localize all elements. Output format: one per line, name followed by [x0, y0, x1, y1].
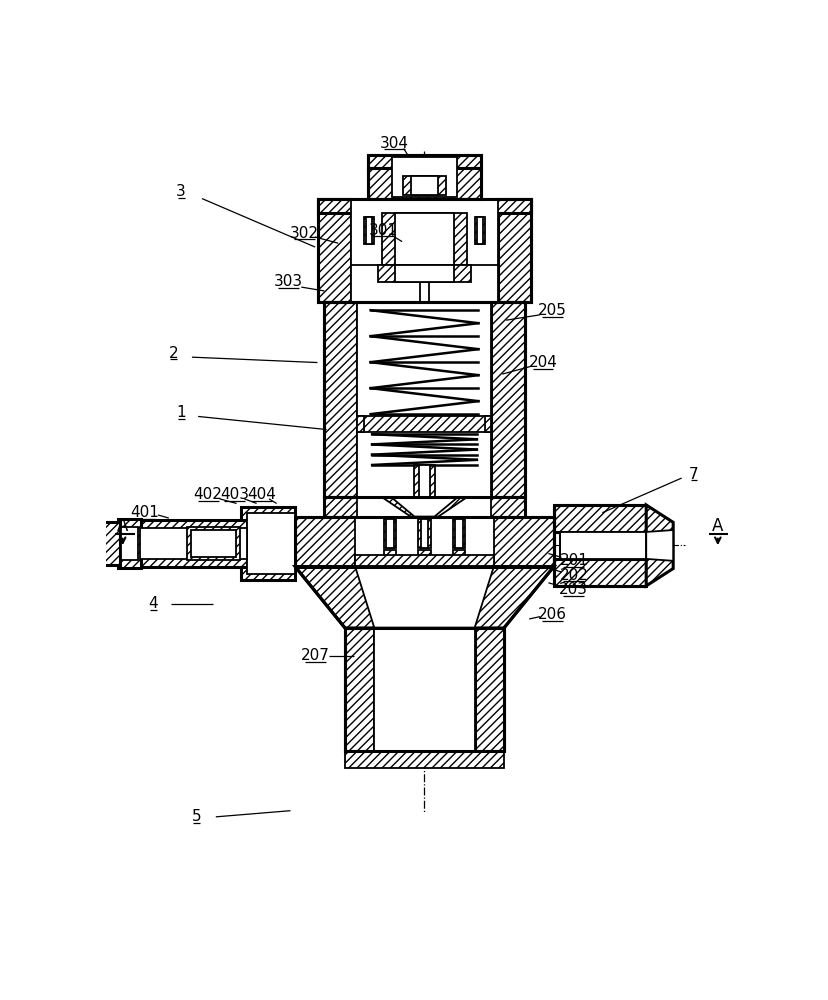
Bar [350, 265, 498, 302]
Bar [452, 550, 465, 559]
Bar [191, 530, 235, 557]
Text: 203: 203 [559, 582, 588, 597]
Polygon shape [646, 505, 672, 586]
Text: 302: 302 [290, 226, 319, 241]
Bar [410, 176, 438, 195]
Bar [324, 302, 524, 497]
Circle shape [384, 554, 395, 564]
Bar [241, 507, 295, 580]
Text: 205: 205 [537, 303, 566, 318]
Bar [354, 555, 493, 567]
Bar [344, 628, 503, 751]
Text: 2: 2 [168, 346, 178, 361]
Bar [386, 519, 393, 548]
Bar [484, 416, 491, 432]
Text: 303: 303 [273, 274, 302, 289]
Bar [452, 519, 465, 548]
Bar [382, 213, 466, 265]
Text: 304: 304 [379, 136, 408, 151]
Bar [395, 265, 453, 282]
Bar [357, 416, 491, 432]
Text: 1: 1 [176, 405, 185, 420]
Text: 3: 3 [176, 184, 185, 199]
Bar [455, 519, 462, 548]
Bar [121, 527, 138, 560]
Bar [560, 532, 646, 559]
Text: 204: 204 [528, 355, 556, 370]
Text: 202: 202 [559, 568, 588, 583]
Bar [402, 176, 445, 195]
Bar [318, 199, 530, 302]
Text: 4: 4 [148, 596, 158, 611]
Text: 403: 403 [219, 487, 248, 502]
Bar [118, 519, 141, 568]
Bar [354, 517, 493, 567]
Bar [344, 628, 374, 751]
Bar [392, 157, 456, 197]
Bar [491, 302, 524, 497]
Bar [187, 527, 239, 560]
Text: 301: 301 [368, 223, 397, 238]
Text: A: A [711, 517, 723, 535]
Text: 402: 402 [194, 487, 222, 502]
Polygon shape [391, 497, 457, 517]
Bar [474, 217, 484, 244]
Bar [498, 199, 530, 302]
Text: 401: 401 [130, 505, 158, 520]
Text: 201: 201 [559, 553, 588, 568]
Bar [318, 199, 530, 213]
Bar [139, 520, 247, 567]
Bar [104, 522, 119, 565]
Bar [357, 302, 491, 497]
Bar [247, 513, 295, 574]
Bar [324, 497, 524, 517]
Bar [383, 519, 396, 548]
Polygon shape [354, 567, 493, 628]
Bar [350, 199, 498, 302]
Bar [378, 265, 470, 282]
Circle shape [453, 554, 464, 564]
Bar [368, 155, 480, 199]
Bar [365, 217, 372, 244]
Bar [374, 628, 474, 751]
Text: A: A [117, 517, 128, 535]
Bar [139, 528, 247, 559]
Bar [413, 465, 435, 511]
Bar [368, 168, 480, 199]
Text: 206: 206 [537, 607, 566, 622]
Text: 404: 404 [247, 487, 276, 502]
Text: 7: 7 [688, 467, 698, 482]
Polygon shape [646, 530, 672, 561]
Bar [419, 465, 430, 511]
Bar [474, 628, 503, 751]
Bar [383, 550, 396, 559]
Bar [318, 199, 350, 302]
Polygon shape [295, 567, 553, 628]
Bar [368, 155, 480, 168]
Bar [357, 497, 491, 517]
Bar [395, 213, 453, 265]
Text: 207: 207 [301, 648, 330, 663]
Bar [476, 217, 483, 244]
Bar [553, 559, 646, 586]
Bar [420, 519, 428, 548]
Bar [295, 517, 553, 567]
Bar [418, 519, 430, 548]
Bar [344, 751, 503, 768]
Polygon shape [382, 497, 466, 517]
Text: 5: 5 [191, 809, 201, 824]
Bar [553, 505, 646, 532]
Bar [418, 550, 430, 559]
Bar [295, 517, 553, 567]
Bar [324, 302, 357, 497]
Bar [357, 416, 363, 432]
Bar [363, 217, 374, 244]
Circle shape [419, 554, 430, 564]
